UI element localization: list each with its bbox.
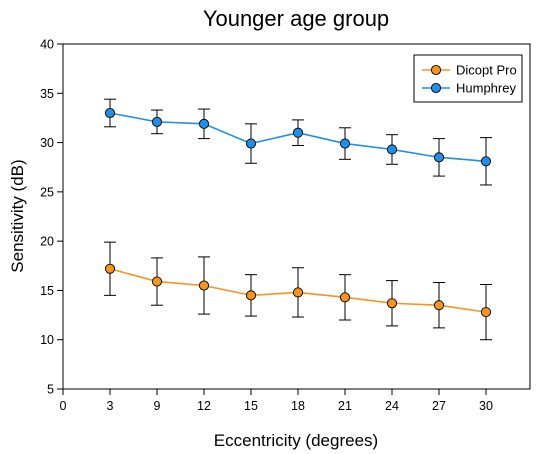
data-point — [245, 138, 257, 149]
data-point — [104, 263, 116, 274]
plot-frame — [62, 43, 531, 390]
data-point — [245, 290, 257, 301]
data-point — [104, 107, 116, 119]
legend-marker — [430, 82, 442, 94]
data-point — [151, 276, 163, 287]
data-point — [433, 152, 445, 163]
series-layer — [104, 98, 492, 341]
legend-label: Humphrey — [456, 81, 516, 96]
x-tick-label: 9 — [154, 399, 161, 413]
data-point — [433, 300, 445, 311]
series-dicopt-pro — [104, 241, 492, 341]
data-point — [198, 118, 210, 129]
legend: Dicopt Pro Humphrey — [413, 54, 523, 103]
x-tick-label: 15 — [244, 399, 258, 413]
data-point — [386, 144, 398, 155]
y-tick-label: 30 — [40, 136, 54, 150]
x-tick-label: 3 — [107, 399, 114, 413]
legend-label: Dicopt Pro — [456, 63, 517, 78]
data-point — [480, 156, 492, 167]
y-tick-label: 5 — [47, 383, 54, 397]
x-tick-label: 21 — [338, 399, 352, 413]
x-tick-label: 24 — [385, 399, 399, 413]
x-tick-label: 12 — [197, 399, 211, 413]
data-point — [339, 292, 351, 303]
data-point — [198, 280, 210, 291]
x-tick-label: 0 — [60, 399, 67, 413]
data-point — [339, 138, 351, 149]
series-humphrey — [104, 98, 492, 186]
y-tick-label: 10 — [40, 333, 54, 347]
y-tick-label: 40 — [40, 38, 54, 52]
x-axis: 0 3 9 12 15 18 21 24 27 30 — [60, 389, 493, 413]
x-axis-label: Eccentricity (degrees) — [214, 431, 378, 450]
x-tick-label: 30 — [479, 399, 493, 413]
y-tick-label: 15 — [40, 284, 54, 298]
legend-marker — [430, 64, 442, 76]
legend-box — [413, 54, 523, 103]
data-point — [292, 127, 304, 138]
data-point — [480, 307, 492, 318]
y-axis: 5 10 15 20 25 30 35 40 — [40, 38, 63, 397]
data-point — [292, 287, 304, 298]
y-tick-label: 35 — [40, 87, 54, 101]
chart-title: Younger age group — [203, 6, 389, 31]
data-point — [151, 116, 163, 127]
x-tick-label: 18 — [291, 399, 305, 413]
data-point — [386, 298, 398, 309]
y-axis-label: Sensitivity (dB) — [8, 159, 27, 272]
y-tick-label: 25 — [40, 185, 54, 199]
y-tick-label: 20 — [40, 235, 54, 249]
x-tick-label: 27 — [432, 399, 446, 413]
